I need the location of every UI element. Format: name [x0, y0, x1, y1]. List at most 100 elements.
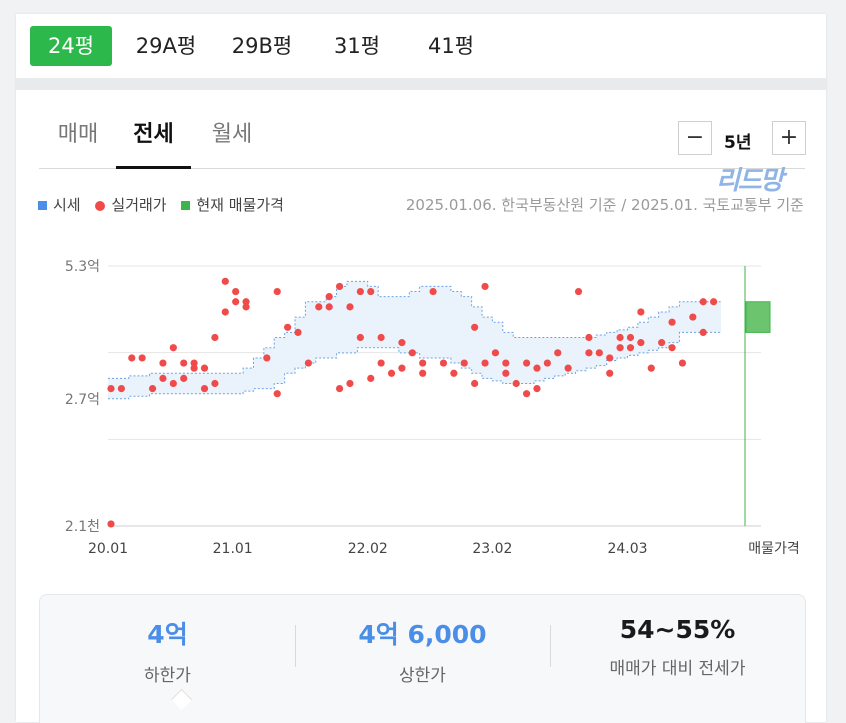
period-value: 5년 [724, 133, 752, 153]
actual-trade-point [190, 359, 198, 367]
actual-trade-point [678, 359, 687, 367]
actual-trade-point [398, 364, 406, 372]
actual-trade-point [211, 333, 219, 342]
actual-trade-point [647, 364, 655, 372]
actual-trade-point [554, 349, 562, 357]
y-tick-label: 2.1천 [65, 519, 100, 535]
actual-trade-point [637, 308, 645, 316]
actual-trade-point [471, 379, 479, 388]
actual-trade-point [325, 303, 333, 311]
actual-trade-point [346, 379, 354, 388]
actual-trade-point [169, 379, 177, 388]
actual-trade-point [439, 359, 448, 367]
actual-trade-point [335, 384, 344, 393]
period-increase-button[interactable]: + [772, 121, 806, 155]
actual-trade-point [595, 349, 603, 357]
actual-trade-point [419, 369, 427, 377]
actual-trade-point [522, 359, 531, 367]
actual-trade-point [273, 287, 281, 296]
actual-trade-point [471, 323, 479, 331]
lower-price-value: 4억 [147, 620, 188, 649]
actual-trade-point [606, 369, 614, 377]
actual-trade-point [273, 390, 281, 398]
actual-trade-point [626, 344, 635, 352]
actual-trade-point [346, 303, 354, 311]
tab-29b[interactable]: 29B평 [231, 34, 293, 58]
actual-trade-point [585, 333, 593, 342]
actual-trade-point [138, 354, 146, 362]
actual-trade-point [367, 287, 375, 296]
tab-31[interactable]: 31평 [333, 34, 381, 58]
actual-trade-point [689, 313, 697, 321]
x-tick-label: 23.02 [472, 541, 512, 554]
actual-trade-point [128, 354, 136, 362]
actual-trade-point [211, 379, 219, 388]
actual-trade-point [200, 364, 209, 372]
actual-trade-point [710, 298, 718, 306]
actual-trade-point [429, 287, 437, 296]
data-source-note: 2025.01.06. 한국부동산원 기준 / 2025.01. 국토교통부 기… [405, 196, 804, 214]
actual-trade-point [408, 349, 416, 357]
actual-trade-point [315, 303, 323, 311]
market-upper-line [108, 280, 721, 379]
actual-trade-point [699, 328, 707, 337]
actual-trade-point [533, 384, 541, 393]
actual-trade-point [668, 344, 676, 352]
period-decrease-button[interactable]: − [678, 121, 712, 155]
y-tick-label: 5.3억 [65, 259, 100, 275]
actual-trade-point [242, 298, 250, 306]
tab-monthly[interactable]: 월세 [211, 122, 253, 147]
actual-trade-point [574, 287, 583, 296]
x-tick-label: 24.03 [607, 541, 647, 554]
actual-trade-point [159, 359, 167, 367]
price-summary: 4억 하한가 4억 6,000 상한가 54~55% 매매가 대비 전세가 [39, 594, 806, 723]
price-card: 24평 29A평 29B평 31평 41평 매매 전세 월세 − 5년 + 리드… [16, 14, 826, 723]
actual-trade-point [533, 364, 541, 372]
legend-actual: 실거래가 [95, 194, 167, 215]
tab-29a[interactable]: 29A평 [135, 34, 197, 58]
actual-trade-point [169, 344, 177, 352]
actual-trade-point [502, 359, 510, 367]
actual-trade-point [107, 384, 115, 393]
deal-type-tabs: 매매 전세 월세 [39, 106, 805, 169]
tab-sale[interactable]: 매매 [57, 122, 99, 147]
legend-market-swatch [38, 201, 47, 210]
actual-trade-point [159, 374, 167, 382]
legend-listing-label: 현재 매물가격 [196, 196, 284, 214]
actual-trade-point [626, 333, 635, 342]
actual-trade-point [522, 390, 531, 398]
tab-24[interactable]: 24평 [30, 26, 112, 66]
tab-41[interactable]: 41평 [427, 34, 475, 58]
actual-trade-point [117, 384, 125, 393]
actual-trade-point [221, 308, 229, 316]
actual-trade-point [180, 374, 188, 382]
actual-trade-point [263, 354, 271, 362]
summary-divider [550, 625, 551, 667]
actual-trade-point [481, 282, 489, 291]
x-tick-label: 21.01 [213, 541, 253, 554]
actual-trade-point [699, 298, 707, 306]
lower-price-label: 하한가 [144, 666, 191, 686]
actual-trade-point [606, 354, 614, 362]
watermark-logo: 리드망 [716, 166, 784, 196]
upper-price-label: 상한가 [399, 666, 446, 686]
actual-trade-point [585, 349, 593, 357]
actual-trade-point [107, 520, 115, 528]
upper-price-value: 4억 6,000 [358, 620, 487, 649]
actual-trade-point [543, 359, 551, 367]
actual-trade-point [200, 384, 209, 393]
x-tick-label: 22.02 [348, 541, 388, 554]
x-tick-label: 20.01 [88, 541, 128, 554]
actual-trade-point [481, 359, 489, 367]
actual-trade-point [616, 344, 624, 352]
actual-trade-point [377, 333, 385, 342]
actual-trade-point [335, 282, 344, 291]
legend-market: 시세 [38, 194, 81, 215]
actual-trade-point [512, 379, 520, 388]
tab-jeonse[interactable]: 전세 [116, 116, 191, 169]
actual-trade-point [148, 384, 157, 393]
actual-trade-point [242, 303, 250, 311]
summary-divider [295, 625, 296, 667]
actual-trade-point [356, 333, 364, 342]
actual-trade-point [637, 339, 645, 347]
